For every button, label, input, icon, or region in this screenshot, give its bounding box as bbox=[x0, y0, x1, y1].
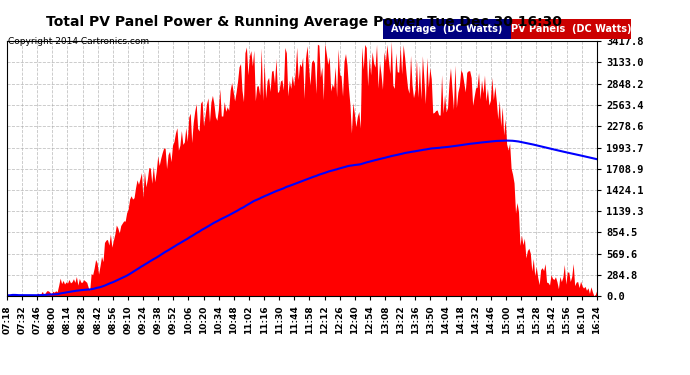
Text: PV Panels  (DC Watts): PV Panels (DC Watts) bbox=[511, 24, 631, 34]
Text: Total PV Panel Power & Running Average Power Tue Dec 30 16:30: Total PV Panel Power & Running Average P… bbox=[46, 15, 562, 29]
Text: Average  (DC Watts): Average (DC Watts) bbox=[391, 24, 502, 34]
Text: Copyright 2014 Cartronics.com: Copyright 2014 Cartronics.com bbox=[8, 38, 150, 46]
